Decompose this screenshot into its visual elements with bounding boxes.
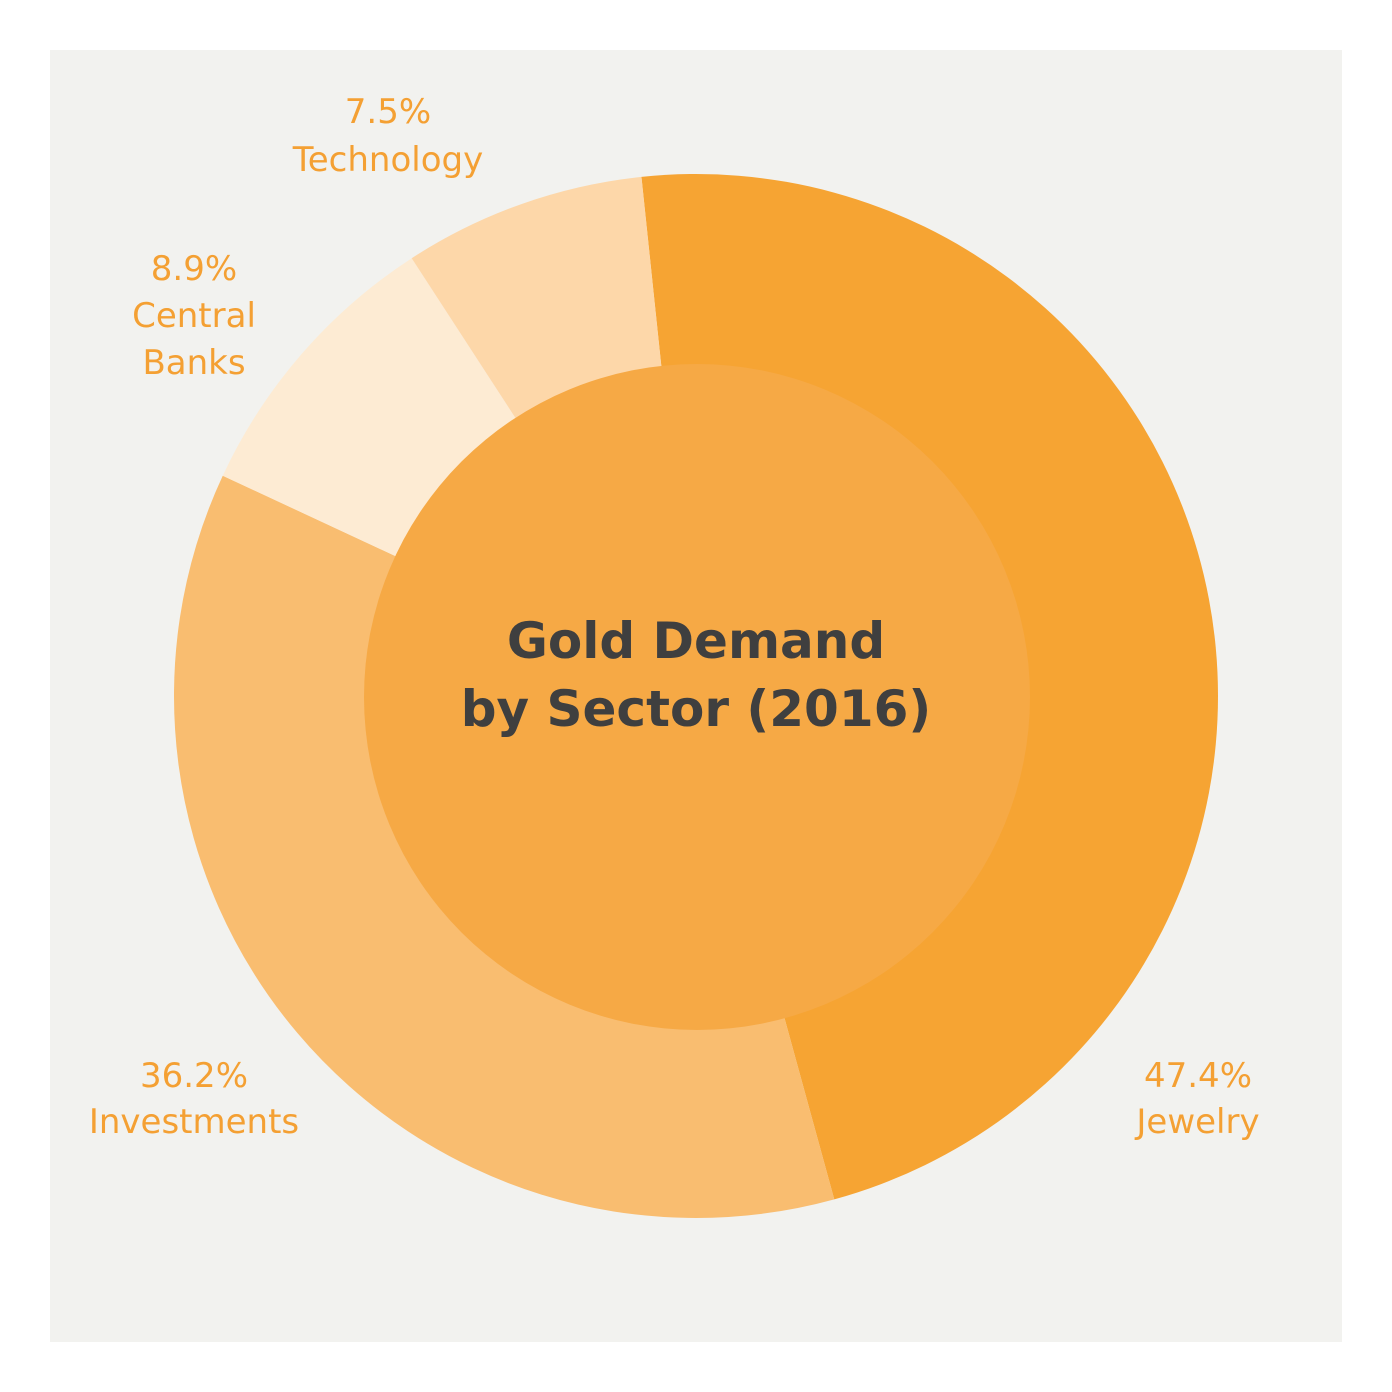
central-banks-label-line-1: Central (132, 296, 256, 336)
central-banks-label-line-2: Banks (142, 343, 245, 383)
investments-label: Investments (89, 1102, 299, 1142)
chart-title-line-1: Gold Demand (507, 612, 885, 670)
jewelry-label: Jewelry (1134, 1102, 1259, 1142)
central-banks-value-label: 8.9% (151, 249, 237, 289)
jewelry-value-label: 47.4% (1144, 1056, 1252, 1096)
chart-title-line-2: by Sector (2016) (461, 680, 932, 738)
donut-center (364, 364, 1030, 1030)
technology-label: Technology (292, 140, 483, 180)
investments-value-label: 36.2% (140, 1056, 248, 1096)
technology-value-label: 7.5% (345, 92, 431, 132)
